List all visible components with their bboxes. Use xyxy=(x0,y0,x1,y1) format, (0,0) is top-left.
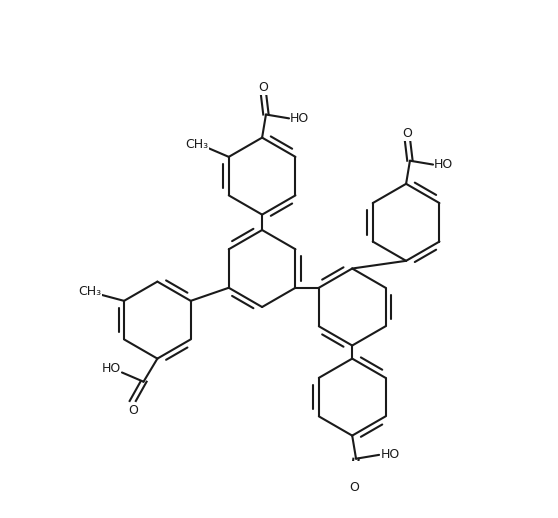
Text: O: O xyxy=(259,81,268,94)
Text: O: O xyxy=(128,404,138,416)
Text: HO: HO xyxy=(434,158,454,171)
Text: O: O xyxy=(403,127,412,140)
Text: CH₃: CH₃ xyxy=(185,138,208,151)
Text: HO: HO xyxy=(102,362,121,375)
Text: CH₃: CH₃ xyxy=(79,285,102,298)
Text: O: O xyxy=(349,481,359,494)
Text: HO: HO xyxy=(290,112,310,125)
Text: HO: HO xyxy=(381,449,400,462)
